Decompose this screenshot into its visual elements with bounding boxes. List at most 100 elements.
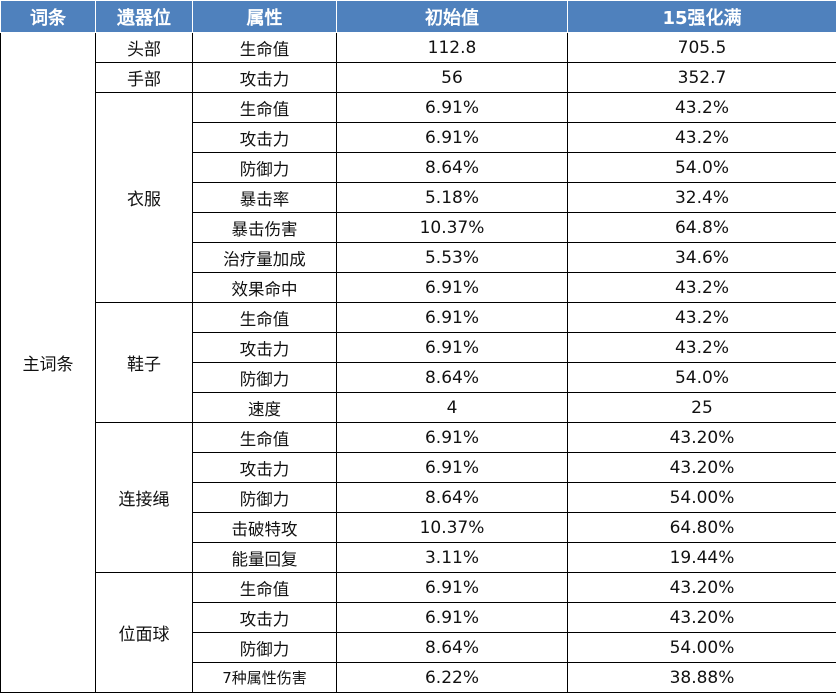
table-row: 手部 攻击力 56 352.7 [1,62,836,93]
attribute-cell: 暴击伤害 [192,212,337,243]
initial-value-cell: 5.53% [336,242,568,273]
table-row: 防御力 8.64% 54.00% [1,632,836,663]
attribute-cell: 生命值 [192,572,337,603]
table-row: 位面球 生命值 6.91% 43.20% [1,572,836,693]
header-attribute: 属性 [192,0,337,33]
slot-cell: 连接绳 [95,422,193,573]
max-value-cell: 19.44% [567,542,836,573]
initial-value-cell: 6.91% [336,332,568,363]
attribute-cell: 防御力 [192,152,337,183]
max-value-cell: 352.7 [567,62,836,93]
max-value-cell: 43.20% [567,572,836,603]
table-row: 暴击率 5.18% 32.4% [1,182,836,213]
attribute-cell: 能量回复 [192,542,337,573]
initial-value-cell: 10.37% [336,212,568,243]
attribute-cell: 击破特攻 [192,512,337,543]
initial-value-cell: 6.91% [336,272,568,303]
slot-cell: 位面球 [95,572,193,693]
initial-value-cell: 8.64% [336,632,568,663]
main-entry-label: 主词条 [0,32,96,693]
attribute-cell: 暴击率 [192,182,337,213]
max-value-cell: 43.2% [567,272,836,303]
max-value-cell: 43.20% [567,602,836,633]
table-row: 攻击力 6.91% 43.20% [1,602,836,633]
initial-value-cell: 56 [336,62,568,93]
header-entry: 词条 [0,0,96,33]
table-row: 防御力 8.64% 54.0% [1,362,836,393]
table-row: 鞋子 生命值 6.91% 43.2% [1,302,836,423]
attribute-cell: 攻击力 [192,122,337,153]
max-value-cell: 54.0% [567,362,836,393]
table-row: 效果命中 6.91% 43.2% [1,272,836,303]
table-row: 衣服 生命值 6.91% 43.2% [1,92,836,303]
table-row: 主词条 头部 生命值 112.8 705.5 [0,32,836,693]
header-initial-value: 初始值 [336,0,568,33]
attribute-cell: 防御力 [192,482,337,513]
max-value-cell: 43.20% [567,422,836,453]
attribute-cell: 治疗量加成 [192,242,337,273]
max-value-cell: 54.00% [567,482,836,513]
initial-value-cell: 6.22% [336,662,568,693]
attribute-cell: 效果命中 [192,272,337,303]
max-value-cell: 43.2% [567,332,836,363]
slot-cell: 手部 [95,62,193,93]
max-value-cell: 32.4% [567,182,836,213]
attribute-cell: 生命值 [192,302,337,333]
initial-value-cell: 5.18% [336,182,568,213]
max-value-cell: 43.2% [567,122,836,153]
max-value-cell: 43.2% [567,302,836,333]
max-value-cell: 38.88% [567,662,836,693]
initial-value-cell: 8.64% [336,482,568,513]
initial-value-cell: 6.91% [336,602,568,633]
initial-value-cell: 8.64% [336,152,568,183]
initial-value-cell: 6.91% [336,422,568,453]
attribute-cell: 速度 [192,392,337,423]
max-value-cell: 54.0% [567,152,836,183]
table-row: 攻击力 6.91% 43.2% [1,332,836,363]
table-row: 7种属性伤害 6.22% 38.88% [1,662,836,693]
table-row: 防御力 8.64% 54.0% [1,152,836,183]
table-body: 主词条 头部 生命值 112.8 705.5 手部 攻击力 56 352.7 衣服 生命值 6.91%… [0,32,836,693]
max-value-cell: 705.5 [567,32,836,63]
attribute-cell: 生命值 [192,32,337,63]
table-row: 能量回复 3.11% 19.44% [1,542,836,573]
table-row: 连接绳 生命值 6.91% 43.20% [1,422,836,573]
max-value-cell: 43.2% [567,92,836,123]
initial-value-cell: 6.91% [336,452,568,483]
attribute-cell: 攻击力 [192,62,337,93]
initial-value-cell: 6.91% [336,122,568,153]
max-value-cell: 34.6% [567,242,836,273]
initial-value-cell: 6.91% [336,572,568,603]
attribute-cell: 攻击力 [192,332,337,363]
max-value-cell: 43.20% [567,452,836,483]
header-max-value: 15强化满 [567,0,836,33]
initial-value-cell: 6.91% [336,302,568,333]
attribute-cell: 生命值 [192,422,337,453]
max-value-cell: 64.8% [567,212,836,243]
header-row: 词条 遗器位 属性 初始值 15强化满 [0,0,836,33]
attribute-cell: 攻击力 [192,452,337,483]
attribute-cell: 攻击力 [192,602,337,633]
initial-value-cell: 6.91% [336,92,568,123]
table-header: 词条 遗器位 属性 初始值 15强化满 [0,0,836,33]
initial-value-cell: 4 [336,392,568,423]
header-slot: 遗器位 [95,0,193,33]
max-value-cell: 25 [567,392,836,423]
attribute-cell: 7种属性伤害 [192,662,337,693]
initial-value-cell: 112.8 [336,32,568,63]
attribute-cell: 生命值 [192,92,337,123]
table-row: 防御力 8.64% 54.00% [1,482,836,513]
initial-value-cell: 3.11% [336,542,568,573]
max-value-cell: 64.80% [567,512,836,543]
attribute-cell: 防御力 [192,632,337,663]
table-row: 速度 4 25 [1,392,836,423]
slot-cell: 鞋子 [95,302,193,423]
table-row: 暴击伤害 10.37% 64.8% [1,212,836,243]
initial-value-cell: 10.37% [336,512,568,543]
table-row: 攻击力 6.91% 43.20% [1,452,836,483]
slot-cell: 头部 [95,32,193,63]
attribute-cell: 防御力 [192,362,337,393]
slot-cell: 衣服 [95,92,193,303]
initial-value-cell: 8.64% [336,362,568,393]
